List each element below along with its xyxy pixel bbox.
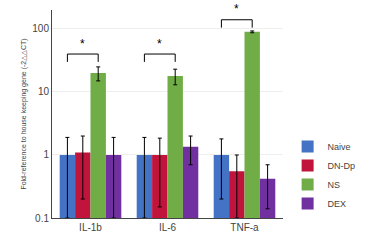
svg-text:TNF-a: TNF-a [230, 222, 259, 233]
svg-text:10: 10 [38, 86, 50, 97]
svg-text:Naive: Naive [328, 142, 351, 152]
svg-text:NS: NS [328, 180, 341, 190]
svg-text:*: * [80, 37, 85, 51]
svg-text:DEX: DEX [328, 199, 347, 209]
svg-text:100: 100 [32, 23, 49, 34]
svg-text:*: * [157, 37, 162, 51]
svg-text:Fold-reference to house keepin: Fold-reference to house keeping gene (-2… [20, 38, 28, 189]
svg-text:IL-6: IL-6 [159, 222, 177, 233]
svg-text:*: * [234, 2, 239, 16]
svg-text:IL-1b: IL-1b [79, 222, 102, 233]
svg-text:0.1: 0.1 [35, 213, 49, 224]
svg-text:1: 1 [43, 149, 49, 160]
svg-text:DN-Dp: DN-Dp [328, 161, 356, 171]
